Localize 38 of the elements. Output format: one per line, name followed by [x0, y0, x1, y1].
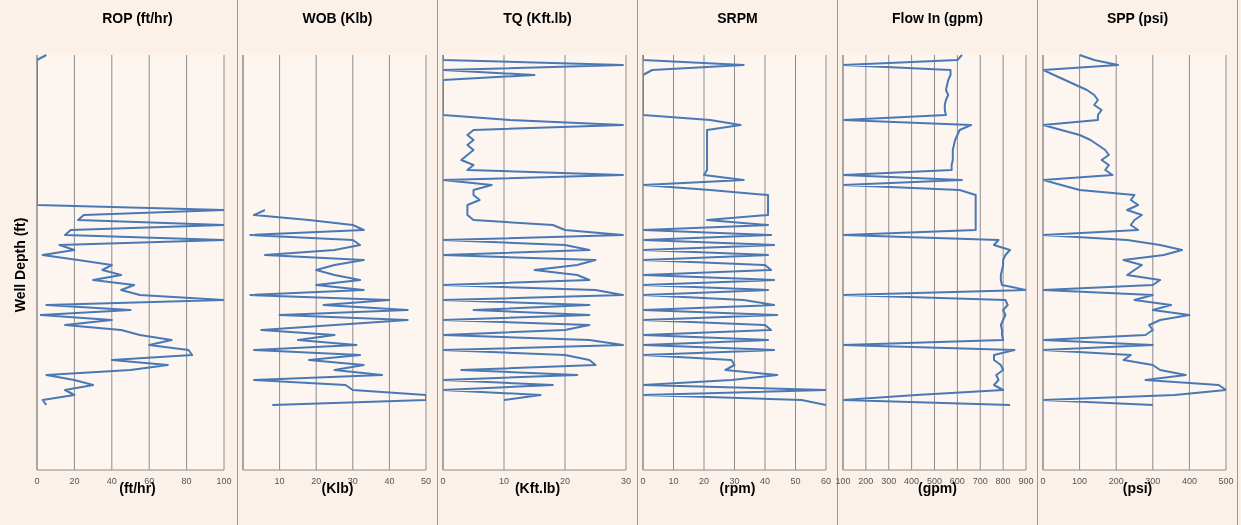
chart-title: SPP (psi)	[1105, 10, 1170, 26]
x-tick-label: 0	[440, 476, 446, 487]
x-axis-title: (Kft.lb)	[514, 480, 561, 496]
x-tick-label: 20	[559, 476, 571, 487]
x-tick-label: 10	[668, 476, 679, 487]
x-tick-label: 0	[640, 476, 646, 487]
chart-title: Flow In (gpm)	[891, 10, 984, 26]
x-tick-label: 50	[420, 476, 432, 487]
x-tick-label: 300	[881, 476, 897, 487]
x-tick-label: 500	[1218, 476, 1234, 487]
x-tick-label: 60	[820, 476, 832, 487]
x-tick-label: 200	[1108, 476, 1124, 487]
x-tick-label: 0	[1040, 476, 1046, 487]
x-tick-label: 40	[384, 476, 395, 487]
x-tick-label: 700	[972, 476, 988, 487]
x-tick-label: 200	[858, 476, 874, 487]
chart-title: ROP (ft/hr)	[101, 10, 174, 26]
x-tick-label: 800	[995, 476, 1011, 487]
chart-title: SRPM	[716, 10, 759, 26]
x-tick-label: 900	[1018, 476, 1034, 487]
x-tick-label: 10	[274, 476, 285, 487]
x-tick-label: 40	[106, 476, 117, 487]
x-tick-label: 50	[790, 476, 801, 487]
x-tick-label: 30	[620, 476, 632, 487]
x-tick-label: 400	[1181, 476, 1197, 487]
x-tick-label: 0	[34, 476, 40, 487]
x-tick-label: 80	[181, 476, 192, 487]
chart-title: WOB (Klb)	[301, 10, 374, 26]
x-tick-label: 20	[311, 476, 322, 487]
x-tick-label: 100	[216, 476, 232, 487]
x-tick-label: 100	[1072, 476, 1088, 487]
x-tick-label: 400	[904, 476, 920, 487]
x-tick-label: 20	[69, 476, 80, 487]
y-axis-title: Well Depth (ft)	[12, 217, 28, 313]
x-tick-label: 40	[759, 476, 771, 487]
x-tick-label: 20	[698, 476, 710, 487]
chart-title: TQ (Kft.lb)	[502, 10, 573, 26]
x-tick-label: 10	[498, 476, 510, 487]
